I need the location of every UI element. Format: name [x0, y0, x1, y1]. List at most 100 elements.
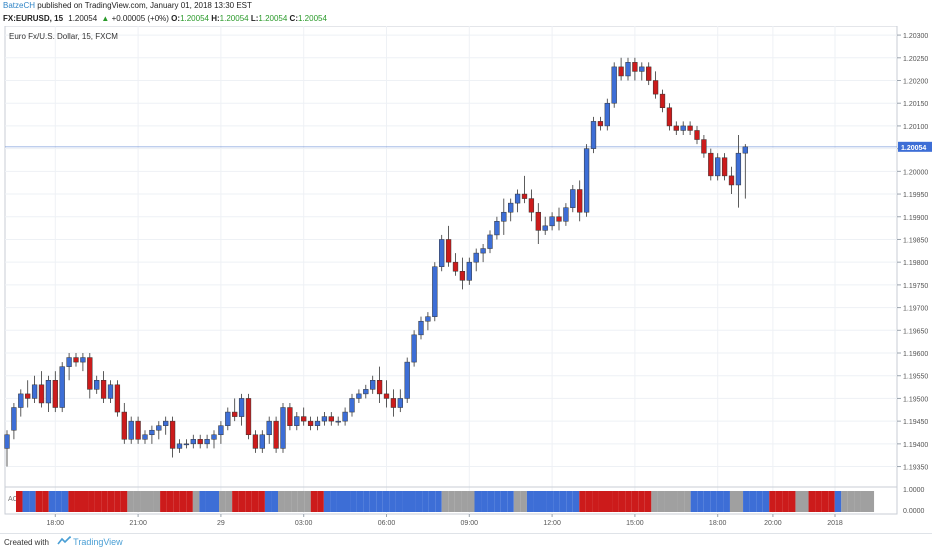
indicator-bar	[48, 491, 56, 512]
y-tick-label: 1.19800	[903, 260, 928, 267]
candle-body	[370, 380, 376, 390]
candle-body	[735, 152, 742, 186]
indicator-bar	[467, 491, 475, 512]
indicator-bar	[644, 491, 652, 512]
candle	[183, 439, 190, 449]
candle	[335, 416, 341, 426]
indicator-bar	[363, 491, 370, 512]
candle-body	[542, 225, 548, 231]
x-tick-label: 06:00	[378, 520, 396, 527]
candle-body	[494, 221, 500, 236]
indicator-bar	[205, 491, 213, 512]
candle-body	[363, 389, 369, 395]
indicator-bar	[690, 491, 698, 512]
candle	[583, 144, 590, 217]
chart-area[interactable]: 1.20300 1.20250 1.20200 1.20150 1.20100 1.200…	[0, 25, 932, 536]
y-tick-label: 1.19450	[903, 419, 928, 426]
candle	[190, 434, 196, 449]
candle-body	[197, 439, 203, 445]
candle	[721, 153, 728, 181]
candle	[432, 262, 438, 322]
candle-body	[301, 416, 307, 422]
y-tick-label: 1.20000	[903, 169, 928, 176]
x-tick-label: 15:00	[626, 520, 644, 527]
candle	[501, 198, 507, 235]
x-tick-label: 29	[217, 520, 225, 527]
candle	[680, 121, 686, 136]
indicator-bar	[854, 491, 861, 512]
candle	[715, 153, 721, 181]
indicator-bar	[821, 491, 829, 512]
candle-body	[66, 357, 72, 367]
low-value: 1.20054	[258, 14, 288, 23]
candle-body	[4, 434, 10, 449]
indicator-bar	[94, 491, 102, 512]
candle	[232, 398, 238, 422]
candle-body	[563, 207, 569, 222]
indicator-bar	[389, 491, 396, 512]
candle	[273, 416, 279, 453]
close-label: C:	[289, 14, 298, 23]
tradingview-logo-icon[interactable]	[57, 534, 72, 551]
indicator-bar	[330, 491, 337, 512]
indicator-bar	[520, 491, 527, 512]
candle-body	[528, 198, 535, 213]
plot-frame	[4, 25, 898, 515]
indicator-bar	[860, 491, 868, 512]
candle	[211, 430, 217, 449]
indicator-bar	[271, 491, 278, 512]
candle-body	[701, 139, 707, 154]
candlestick-chart[interactable]: 1.20300 1.20250 1.20200 1.20150 1.20100 1.200…	[0, 25, 932, 536]
candle	[728, 166, 735, 195]
candle-body	[639, 66, 645, 72]
indicator-bar	[795, 491, 802, 512]
author-link[interactable]: BatzeCH	[3, 1, 36, 10]
indicator-bar	[723, 491, 730, 512]
indicator-bar	[402, 491, 409, 512]
indicator-bar	[88, 491, 95, 512]
candle-body	[100, 380, 107, 399]
candle	[238, 393, 245, 426]
candle	[514, 189, 521, 213]
candle	[25, 380, 31, 408]
candle-body	[87, 357, 93, 390]
candle-body	[666, 107, 673, 127]
candle-body	[439, 239, 445, 267]
indicator-bar	[409, 491, 416, 512]
candle-body	[632, 62, 638, 72]
candle	[439, 234, 445, 272]
indicator-bar	[153, 491, 161, 512]
x-tick-label: 12:00	[543, 520, 561, 527]
x-tick-label: 21:00	[129, 520, 147, 527]
candle-body	[59, 366, 65, 408]
indicator-bar	[192, 491, 200, 512]
candle-body	[625, 62, 631, 77]
indicator-bar	[788, 491, 796, 512]
candle-body	[480, 248, 486, 254]
candle-body	[294, 416, 300, 426]
indicator-bar	[29, 491, 36, 512]
y-tick-label: 1.19700	[903, 306, 928, 313]
indicator-bar	[481, 491, 488, 512]
candle	[549, 212, 555, 231]
candle	[390, 389, 397, 417]
indicator-bar	[336, 491, 344, 512]
indicator-bar	[651, 491, 658, 512]
candle	[411, 330, 417, 367]
candle-body	[80, 357, 86, 363]
candle-body	[604, 102, 610, 127]
candle-body	[114, 384, 121, 413]
candle	[577, 180, 583, 222]
candle	[225, 407, 231, 431]
indicator-bar	[232, 491, 239, 512]
indicator-bar	[572, 491, 580, 512]
indicator-bar	[736, 491, 744, 512]
candle	[45, 375, 52, 413]
candle-body	[107, 384, 114, 399]
indicator-bar	[35, 491, 43, 512]
tradingview-brand[interactable]: TradingView	[73, 537, 123, 547]
indicator-bar	[749, 491, 757, 512]
indicator-bar	[756, 491, 763, 512]
indicator-bar	[264, 491, 272, 512]
indicator-bar	[847, 491, 855, 512]
